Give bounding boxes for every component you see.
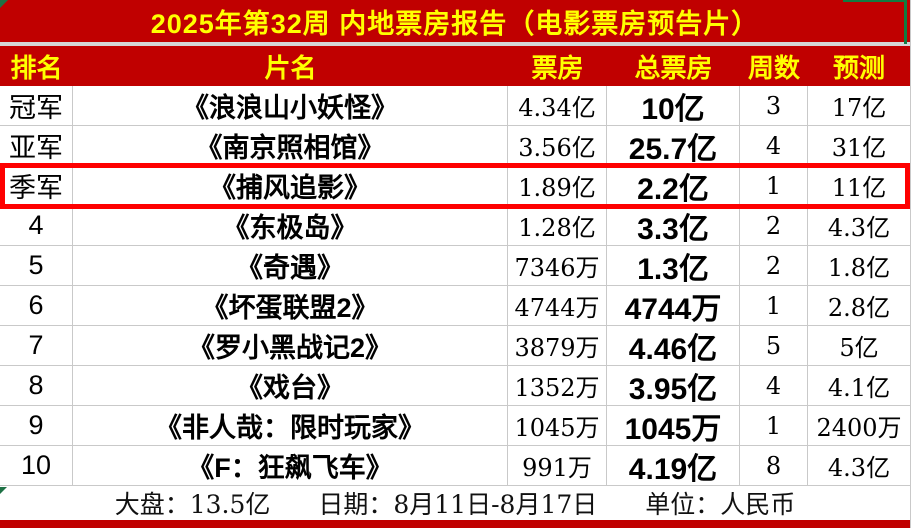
rank-cell[interactable]: 10 [0, 446, 73, 486]
report-title-bar[interactable]: 2025年第32周 内地票房报告（电影票房预告片） [0, 0, 910, 42]
rank-cell[interactable]: 9 [0, 406, 73, 446]
film-cell[interactable]: 《戏台》 [73, 366, 508, 406]
rank-cell[interactable]: 5 [0, 246, 73, 286]
total-cell[interactable]: 3.95亿 [607, 366, 740, 406]
box-cell[interactable]: 1.89亿 [508, 166, 607, 206]
title-divider [0, 42, 910, 46]
currency-unit: 单位：人民币 [645, 490, 796, 519]
total-cell[interactable]: 10亿 [607, 86, 740, 126]
film-cell[interactable]: 《非人哉：限时玩家》 [73, 406, 508, 446]
rank-cell[interactable]: 4 [0, 206, 73, 246]
forecast-cell[interactable]: 5亿 [808, 326, 910, 366]
rank-cell[interactable]: 8 [0, 366, 73, 406]
film-cell[interactable]: 《罗小黑战记2》 [73, 326, 508, 366]
rank-cell[interactable]: 7 [0, 326, 73, 366]
header-forecast[interactable]: 预测 [832, 52, 885, 83]
date-range: 日期：8月11日-8月17日 [318, 490, 598, 519]
rank-cell[interactable]: 亚军 [0, 126, 73, 166]
box-cell[interactable]: 1045万 [508, 406, 607, 446]
film-cell[interactable]: 《坏蛋联盟2》 [73, 286, 508, 326]
rank-cell[interactable]: 6 [0, 286, 73, 326]
weeks-cell[interactable]: 4 [740, 126, 808, 166]
weeks-cell[interactable]: 2 [740, 206, 808, 246]
cell-note-marker-footer [0, 487, 7, 494]
forecast-cell[interactable]: 1.8亿 [808, 246, 910, 286]
box-cell[interactable]: 991万 [508, 446, 607, 486]
forecast-cell[interactable]: 31亿 [808, 126, 910, 166]
total-cell[interactable]: 4744万 [607, 286, 740, 326]
forecast-cell[interactable]: 11亿 [808, 166, 910, 206]
total-cell[interactable]: 1.3亿 [607, 246, 740, 286]
box-cell[interactable]: 3.56亿 [508, 126, 607, 166]
forecast-cell[interactable]: 4.3亿 [808, 446, 910, 486]
film-cell[interactable]: 《捕风追影》 [73, 166, 508, 206]
bottom-red-bar [0, 520, 910, 528]
report-title: 2025年第32周 内地票房报告（电影票房预告片） [150, 8, 760, 39]
film-cell[interactable]: 《F：狂飙飞车》 [73, 446, 508, 486]
forecast-cell[interactable]: 4.1亿 [808, 366, 910, 406]
weeks-cell[interactable]: 8 [740, 446, 808, 486]
total-cell[interactable]: 1045万 [607, 406, 740, 446]
weeks-cell[interactable]: 2 [740, 246, 808, 286]
weeks-cell[interactable]: 1 [740, 166, 808, 206]
summary-footer: 大盘：13.5亿 日期：8月11日-8月17日 单位：人民币 [0, 486, 910, 520]
box-cell[interactable]: 4.34亿 [508, 86, 607, 126]
rank-cell[interactable]: 冠军 [0, 86, 73, 126]
forecast-cell[interactable]: 4.3亿 [808, 206, 910, 246]
box-cell[interactable]: 4744万 [508, 286, 607, 326]
total-cell[interactable]: 3.3亿 [607, 206, 740, 246]
film-cell[interactable]: 《奇遇》 [73, 246, 508, 286]
forecast-cell[interactable]: 2.8亿 [808, 286, 910, 326]
header-box[interactable]: 票房 [531, 52, 584, 83]
header-rank[interactable]: 排名 [10, 52, 63, 83]
weeks-cell[interactable]: 5 [740, 326, 808, 366]
total-cell[interactable]: 4.46亿 [607, 326, 740, 366]
film-cell[interactable]: 《浪浪山小妖怪》 [73, 86, 508, 126]
weeks-cell[interactable]: 3 [740, 86, 808, 126]
forecast-cell[interactable]: 2400万 [808, 406, 910, 446]
box-office-table: 冠军 《浪浪山小妖怪》 4.34亿 10亿 3 17亿 亚军 《南京照相馆》 3… [0, 86, 910, 486]
selection-border-vertical [904, 0, 907, 44]
total-cell[interactable]: 25.7亿 [607, 126, 740, 166]
film-cell[interactable]: 《南京照相馆》 [73, 126, 508, 166]
right-gridline [910, 0, 911, 528]
table-header-row: 排名 片名 票房 总票房 周数 预测 [0, 46, 910, 86]
rank-cell[interactable]: 季军 [0, 166, 73, 206]
box-cell[interactable]: 7346万 [508, 246, 607, 286]
box-cell[interactable]: 3879万 [508, 326, 607, 366]
header-weeks[interactable]: 周数 [747, 52, 800, 83]
box-cell[interactable]: 1.28亿 [508, 206, 607, 246]
header-total[interactable]: 总票房 [634, 52, 713, 83]
total-cell[interactable]: 2.2亿 [607, 166, 740, 206]
box-cell[interactable]: 1352万 [508, 366, 607, 406]
cell-note-marker-top [0, 0, 8, 8]
selection-border-horizontal [843, 0, 907, 2]
weeks-cell[interactable]: 1 [740, 286, 808, 326]
weeks-cell[interactable]: 4 [740, 366, 808, 406]
weeks-cell[interactable]: 1 [740, 406, 808, 446]
film-cell[interactable]: 《东极岛》 [73, 206, 508, 246]
market-total: 大盘：13.5亿 [114, 490, 271, 519]
forecast-cell[interactable]: 17亿 [808, 86, 910, 126]
total-cell[interactable]: 4.19亿 [607, 446, 740, 486]
header-film[interactable]: 片名 [264, 52, 317, 83]
